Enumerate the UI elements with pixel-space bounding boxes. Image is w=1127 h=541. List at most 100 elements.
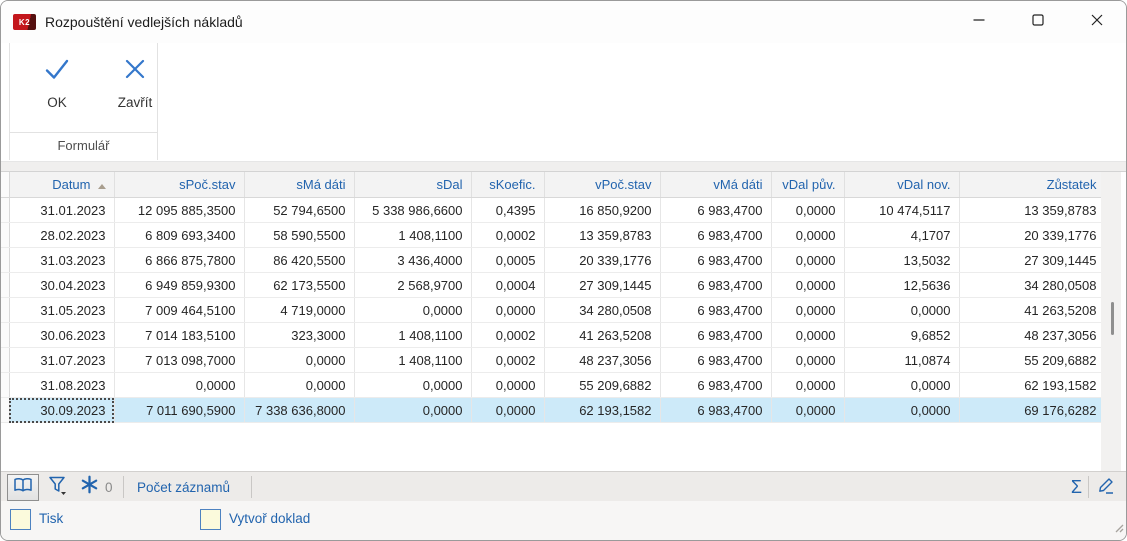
cell-vdal-puv[interactable]: 0,0000 — [771, 322, 845, 348]
cell-zustatek[interactable]: 69 176,6282 — [959, 397, 1106, 423]
table-row[interactable]: 31.08.2023 0,0000 0,0000 0,0000 0,0000 55 209… — [1, 372, 1106, 398]
cell-sma-dati[interactable]: 0,0000 — [244, 347, 355, 373]
column-header-vdal-puv[interactable]: vDal pův. — [771, 172, 845, 198]
cell-sdal[interactable]: 3 436,4000 — [354, 247, 472, 273]
cell-datum[interactable]: 30.09.2023 — [9, 397, 115, 423]
table-row[interactable]: 31.01.2023 12 095 885,3500 52 794,6500 5 33… — [1, 197, 1106, 223]
print-checkbox-label[interactable]: Tisk — [39, 511, 64, 526]
cell-vma-dati[interactable]: 6 983,4700 — [660, 322, 772, 348]
sum-button[interactable]: Σ — [1070, 476, 1082, 497]
table-row[interactable]: 31.05.2023 7 009 464,5100 4 719,0000 0,0000… — [1, 297, 1106, 323]
cell-vma-dati[interactable]: 6 983,4700 — [660, 297, 772, 323]
column-header-sdal[interactable]: sDal — [354, 172, 472, 198]
cell-sma-dati[interactable]: 7 338 636,8000 — [244, 397, 355, 423]
cell-vdal-nov[interactable]: 11,0874 — [844, 347, 960, 373]
cell-vdal-nov[interactable]: 9,6852 — [844, 322, 960, 348]
cell-vpoc-stav[interactable]: 16 850,9200 — [544, 197, 661, 223]
vertical-scrollbar[interactable] — [1101, 172, 1121, 471]
cell-datum[interactable]: 31.05.2023 — [9, 297, 115, 323]
create-document-checkbox[interactable] — [200, 509, 221, 530]
cell-sma-dati[interactable]: 0,0000 — [244, 372, 355, 398]
cell-skoefic[interactable]: 0,0002 — [471, 322, 545, 348]
cell-vdal-nov[interactable]: 10 474,5117 — [844, 197, 960, 223]
cell-datum[interactable]: 31.01.2023 — [9, 197, 115, 223]
cell-spoc-stav[interactable]: 6 949 859,9300 — [114, 272, 245, 298]
cell-datum[interactable]: 30.04.2023 — [9, 272, 115, 298]
cell-vpoc-stav[interactable]: 13 359,8783 — [544, 222, 661, 248]
column-header-spoc-stav[interactable]: sPoč.stav — [114, 172, 245, 198]
cell-vdal-puv[interactable]: 0,0000 — [771, 247, 845, 273]
table-row[interactable]: 31.03.2023 6 866 875,7800 86 420,5500 3 436… — [1, 247, 1106, 273]
cell-sdal[interactable]: 0,0000 — [354, 397, 472, 423]
cell-vpoc-stav[interactable]: 34 280,0508 — [544, 297, 661, 323]
cell-sdal[interactable]: 2 568,9700 — [354, 272, 472, 298]
cell-sdal[interactable]: 1 408,1100 — [354, 222, 472, 248]
cell-vdal-nov[interactable]: 0,0000 — [844, 397, 960, 423]
cell-sma-dati[interactable]: 52 794,6500 — [244, 197, 355, 223]
filter-star-button[interactable] — [79, 475, 99, 498]
edit-button[interactable] — [1094, 475, 1118, 499]
cell-vma-dati[interactable]: 6 983,4700 — [660, 397, 772, 423]
cell-vpoc-stav[interactable]: 55 209,6882 — [544, 372, 661, 398]
scrollbar-thumb[interactable] — [1111, 302, 1114, 335]
cell-vdal-nov[interactable]: 13,5032 — [844, 247, 960, 273]
cell-zustatek[interactable]: 41 263,5208 — [959, 297, 1106, 323]
record-count-button[interactable]: Počet záznamů — [137, 479, 231, 495]
print-checkbox[interactable] — [10, 509, 31, 530]
cell-vdal-nov[interactable]: 0,0000 — [844, 372, 960, 398]
cell-vpoc-stav[interactable]: 20 339,1776 — [544, 247, 661, 273]
column-header-vma-dati[interactable]: vMá dáti — [660, 172, 772, 198]
cell-vdal-puv[interactable]: 0,0000 — [771, 272, 845, 298]
cell-vpoc-stav[interactable]: 41 263,5208 — [544, 322, 661, 348]
cell-vdal-puv[interactable]: 0,0000 — [771, 222, 845, 248]
cell-vdal-nov[interactable]: 4,1707 — [844, 222, 960, 248]
cell-sma-dati[interactable]: 4 719,0000 — [244, 297, 355, 323]
cell-datum[interactable]: 28.02.2023 — [9, 222, 115, 248]
cell-vma-dati[interactable]: 6 983,4700 — [660, 197, 772, 223]
cell-sdal[interactable]: 1 408,1100 — [354, 322, 472, 348]
cell-skoefic[interactable]: 0,0004 — [471, 272, 545, 298]
cell-sma-dati[interactable]: 323,3000 — [244, 322, 355, 348]
cell-zustatek[interactable]: 62 193,1582 — [959, 372, 1106, 398]
table-row[interactable]: 30.04.2023 6 949 859,9300 62 173,5500 2 568… — [1, 272, 1106, 298]
cell-sma-dati[interactable]: 58 590,5500 — [244, 222, 355, 248]
cell-skoefic[interactable]: 0,0000 — [471, 397, 545, 423]
resize-grip[interactable] — [1112, 520, 1124, 538]
column-header-sma-dati[interactable]: sMá dáti — [244, 172, 355, 198]
cell-datum[interactable]: 31.08.2023 — [9, 372, 115, 398]
cell-sdal[interactable]: 0,0000 — [354, 372, 472, 398]
cell-vma-dati[interactable]: 6 983,4700 — [660, 372, 772, 398]
maximize-button[interactable] — [1015, 1, 1061, 42]
cell-sma-dati[interactable]: 86 420,5500 — [244, 247, 355, 273]
cell-zustatek[interactable]: 55 209,6882 — [959, 347, 1106, 373]
column-header-vdal-nov[interactable]: vDal nov. — [844, 172, 960, 198]
cell-skoefic[interactable]: 0,4395 — [471, 197, 545, 223]
cell-vdal-puv[interactable]: 0,0000 — [771, 197, 845, 223]
close-button[interactable] — [1074, 1, 1120, 42]
cell-spoc-stav[interactable]: 0,0000 — [114, 372, 245, 398]
cell-zustatek[interactable]: 20 339,1776 — [959, 222, 1106, 248]
cell-vdal-nov[interactable]: 12,5636 — [844, 272, 960, 298]
cell-vma-dati[interactable]: 6 983,4700 — [660, 222, 772, 248]
cell-vma-dati[interactable]: 6 983,4700 — [660, 247, 772, 273]
cell-spoc-stav[interactable]: 12 095 885,3500 — [114, 197, 245, 223]
cell-vdal-puv[interactable]: 0,0000 — [771, 347, 845, 373]
cell-skoefic[interactable]: 0,0002 — [471, 222, 545, 248]
cell-sma-dati[interactable]: 62 173,5500 — [244, 272, 355, 298]
cell-spoc-stav[interactable]: 7 009 464,5100 — [114, 297, 245, 323]
cell-datum[interactable]: 31.03.2023 — [9, 247, 115, 273]
cell-vpoc-stav[interactable]: 62 193,1582 — [544, 397, 661, 423]
close-form-button[interactable]: Zavřít — [104, 55, 166, 127]
cell-zustatek[interactable]: 48 237,3056 — [959, 322, 1106, 348]
cell-skoefic[interactable]: 0,0000 — [471, 297, 545, 323]
cell-spoc-stav[interactable]: 6 866 875,7800 — [114, 247, 245, 273]
filter-button[interactable] — [45, 475, 71, 499]
cell-vdal-puv[interactable]: 0,0000 — [771, 297, 845, 323]
column-header-zustatek[interactable]: Zůstatek — [959, 172, 1106, 198]
column-header-vpoc-stav[interactable]: vPoč.stav — [544, 172, 661, 198]
cell-skoefic[interactable]: 0,0002 — [471, 347, 545, 373]
create-document-checkbox-label[interactable]: Vytvoř doklad — [229, 511, 311, 526]
cell-vdal-puv[interactable]: 0,0000 — [771, 397, 845, 423]
cell-vma-dati[interactable]: 6 983,4700 — [660, 347, 772, 373]
cell-vma-dati[interactable]: 6 983,4700 — [660, 272, 772, 298]
